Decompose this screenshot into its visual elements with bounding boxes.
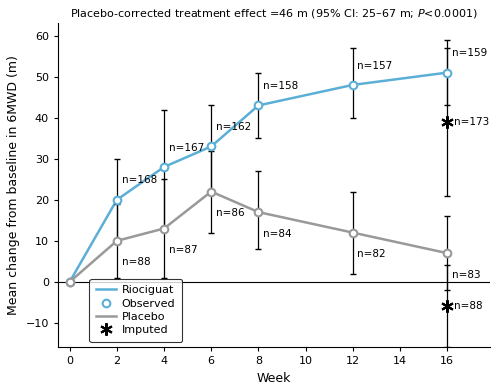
- Text: n=167: n=167: [169, 143, 204, 152]
- Y-axis label: Mean change from baseline in 6MWD (m): Mean change from baseline in 6MWD (m): [7, 56, 20, 316]
- X-axis label: Week: Week: [256, 372, 291, 385]
- Title: Placebo-corrected treatment effect =46 m (95% CI: 25–67 m; $\it{P}$<0.0001): Placebo-corrected treatment effect =46 m…: [70, 7, 478, 20]
- Text: n=173: n=173: [454, 117, 490, 127]
- Text: n=88: n=88: [454, 301, 483, 312]
- Text: n=88: n=88: [122, 257, 150, 267]
- Text: n=158: n=158: [263, 81, 298, 91]
- Text: n=84: n=84: [263, 229, 292, 238]
- Text: n=87: n=87: [169, 245, 198, 255]
- Text: n=162: n=162: [216, 122, 251, 132]
- Text: n=86: n=86: [216, 208, 244, 218]
- Text: n=82: n=82: [358, 249, 386, 259]
- Legend: Riociguat, Observed, Placebo, Imputed: Riociguat, Observed, Placebo, Imputed: [90, 279, 182, 342]
- Text: n=157: n=157: [358, 61, 392, 71]
- Text: n=168: n=168: [122, 176, 157, 185]
- Text: n=159: n=159: [452, 48, 487, 58]
- Text: n=83: n=83: [452, 270, 480, 279]
